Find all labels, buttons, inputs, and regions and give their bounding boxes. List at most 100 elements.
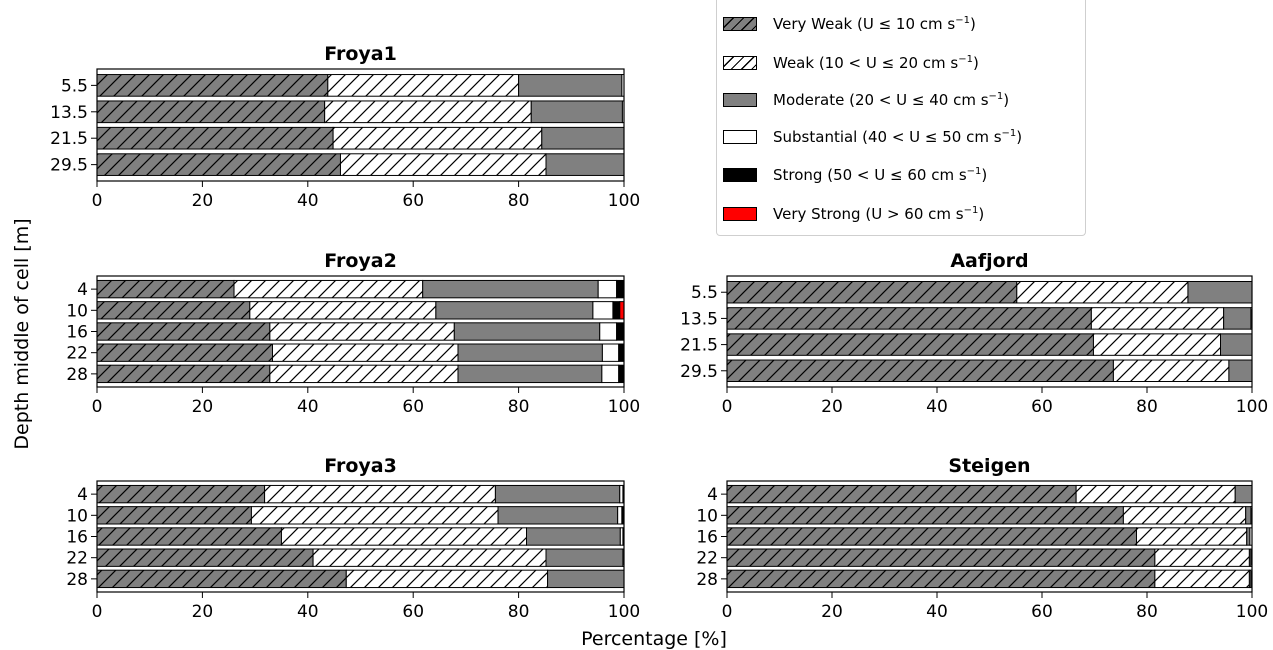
bar-froya1-21-5-weak	[332, 126, 543, 150]
bar-froya2-4-very-weak	[96, 279, 235, 299]
x-tick-label-steigen-40: 40	[926, 602, 948, 622]
y-tick-label-froya3-10: 10	[66, 506, 88, 526]
bar-froya2-4-weak	[233, 279, 424, 299]
bar-steigen-10-weak	[1122, 506, 1247, 525]
y-tick-label-froya1-29-5: 29.5	[50, 156, 88, 176]
y-tick-label-aafjord-13-5: 13.5	[680, 309, 718, 329]
bar-froya2-28-moderate	[457, 364, 603, 384]
bar-aafjord-5-5-weak	[1016, 280, 1189, 304]
bar-froya1-21-5-moderate	[541, 126, 625, 150]
bar-froya3-10-very-weak	[96, 506, 252, 525]
y-tick-label-aafjord-29-5: 29.5	[680, 362, 718, 382]
bar-froya1-13-5-very-weak	[96, 100, 326, 124]
x-tick-label-aafjord-0: 0	[722, 397, 733, 417]
bar-aafjord-13-5-very-weak	[726, 307, 1092, 330]
legend-item-very-strong: Very Strong (U > 60 cm s−1)	[723, 203, 984, 225]
x-tick-label-froya3-40: 40	[297, 602, 319, 622]
bar-froya1-5-5-very-weak	[96, 74, 329, 97]
x-tick-label-steigen-100: 100	[1236, 602, 1268, 622]
bar-froya2-22-strong	[618, 343, 625, 362]
y-tick-label-froya1-13-5: 13.5	[50, 103, 88, 123]
bar-froya1-29-5-moderate	[545, 153, 625, 176]
bar-froya2-4-strong	[616, 279, 625, 299]
bar-froya1-13-5-moderate	[530, 100, 623, 124]
bar-steigen-28-weak	[1154, 569, 1250, 589]
bar-froya2-10-substantial	[592, 301, 614, 320]
bar-froya3-4-very-weak	[96, 484, 266, 504]
bar-froya3-22-very-weak	[96, 548, 314, 567]
bar-froya2-28-substantial	[601, 364, 620, 384]
x-tick-label-aafjord-60: 60	[1031, 397, 1053, 417]
bar-aafjord-13-5-weak	[1090, 307, 1225, 330]
x-tick-label-froya2-60: 60	[402, 397, 424, 417]
bar-aafjord-29-5-moderate	[1228, 359, 1253, 383]
bar-steigen-10-very-weak	[726, 506, 1124, 525]
x-tick-label-froya2-20: 20	[192, 397, 214, 417]
legend-label-weak: Weak (10 < U ≤ 20 cm s−1)	[773, 54, 979, 72]
bar-froya3-16-weak	[280, 527, 528, 546]
bar-froya2-16-strong	[616, 322, 625, 341]
axes-frame-froya2	[96, 275, 625, 388]
legend-label-very-weak: Very Weak (U ≤ 10 cm s−1)	[773, 15, 976, 33]
bar-aafjord-29-5-very-weak	[726, 359, 1114, 383]
bar-froya1-5-5-moderate	[518, 74, 623, 97]
legend-swatch-strong	[723, 168, 757, 182]
bar-froya2-16-very-weak	[96, 322, 271, 341]
x-tick-label-aafjord-20: 20	[821, 397, 843, 417]
bar-froya1-29-5-very-weak	[96, 153, 341, 176]
axes-frame-steigen	[726, 480, 1253, 593]
bar-steigen-4-moderate	[1234, 484, 1253, 504]
bar-froya2-16-weak	[269, 322, 455, 341]
y-tick-label-steigen-10: 10	[696, 506, 718, 526]
y-tick-label-froya2-10: 10	[66, 301, 88, 321]
y-tick-label-froya3-28: 28	[66, 570, 88, 590]
bar-froya2-28-very-weak	[96, 364, 271, 384]
x-tick-label-froya3-80: 80	[508, 602, 530, 622]
bar-froya3-10-substantial	[617, 506, 623, 525]
axes-frame-froya3	[96, 480, 625, 593]
bar-froya3-4-moderate	[494, 484, 621, 504]
x-tick-label-aafjord-100: 100	[1236, 397, 1268, 417]
legend-label-substantial: Substantial (40 < U ≤ 50 cm s−1)	[773, 128, 1023, 146]
bar-steigen-16-very-weak	[726, 527, 1137, 546]
bar-froya2-22-weak	[271, 343, 459, 362]
x-axis-label: Percentage [%]	[581, 628, 727, 650]
bar-froya2-16-moderate	[453, 322, 601, 341]
x-tick-label-froya2-40: 40	[297, 397, 319, 417]
y-tick-label-steigen-4: 4	[707, 485, 718, 505]
bar-froya3-28-very-weak	[96, 569, 347, 589]
chart-title-steigen: Steigen	[948, 455, 1030, 477]
y-tick-label-froya3-16: 16	[66, 528, 88, 548]
legend-label-moderate: Moderate (20 < U ≤ 40 cm s−1)	[773, 91, 1010, 109]
x-tick-label-steigen-80: 80	[1136, 602, 1158, 622]
legend-swatch-moderate	[723, 93, 757, 107]
bar-froya2-28-weak	[269, 364, 459, 384]
y-tick-label-froya2-22: 22	[66, 344, 88, 364]
bar-steigen-22-very-weak	[726, 548, 1156, 567]
axes-frame-froya1	[96, 68, 625, 182]
legend-item-weak: Weak (10 < U ≤ 20 cm s−1)	[723, 52, 979, 74]
bar-froya1-5-5-weak	[327, 74, 520, 97]
bar-froya3-28-weak	[345, 569, 549, 589]
bar-steigen-22-weak	[1154, 548, 1250, 567]
chart-title-froya1: Froya1	[324, 43, 397, 65]
bar-froya2-16-substantial	[599, 322, 618, 341]
bar-froya3-16-very-weak	[96, 527, 282, 546]
bar-aafjord-13-5-moderate	[1223, 307, 1252, 330]
bar-froya2-10-very-strong	[619, 301, 625, 320]
x-tick-label-aafjord-40: 40	[926, 397, 948, 417]
y-tick-label-steigen-28: 28	[696, 570, 718, 590]
y-tick-label-froya2-28: 28	[66, 365, 88, 385]
legend-item-strong: Strong (50 < U ≤ 60 cm s−1)	[723, 164, 987, 186]
panel-froya1: Froya1 5.5 13.5 21.5 29.50 20 40 60 80 100	[50, 43, 640, 211]
bar-froya3-28-moderate	[547, 569, 625, 589]
bar-froya3-22-moderate	[545, 548, 624, 567]
x-tick-label-steigen-20: 20	[821, 602, 843, 622]
chart-title-froya2: Froya2	[324, 250, 397, 272]
y-tick-label-aafjord-21-5: 21.5	[680, 336, 718, 356]
